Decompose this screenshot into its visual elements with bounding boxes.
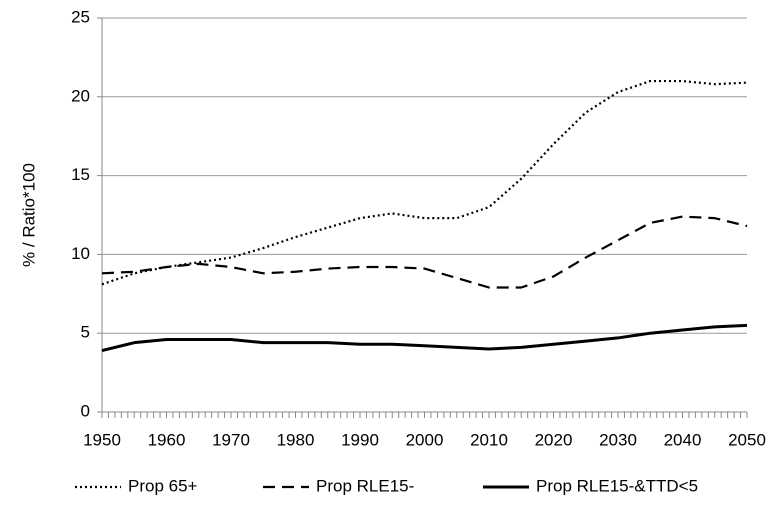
x-tick-label: 2030 [599,430,637,449]
line [101,323,748,352]
y-tick-label: 0 [81,401,90,420]
x-tick-label: 1990 [341,430,379,449]
legend-label: Prop RLE15-&TTD<5 [536,476,698,495]
line [101,79,748,286]
x-tick-label: 1970 [212,430,250,449]
x-tick-label: 1980 [277,430,315,449]
x-tick-label: 1960 [148,430,186,449]
x-tick-label: 1950 [83,430,121,449]
y-tick-label: 20 [71,86,90,105]
y-tick-label: 5 [81,323,90,342]
x-tick-label: 2010 [470,430,508,449]
y-tick-label: 25 [71,7,90,26]
x-tick-label: 2050 [728,430,766,449]
y-axis-label: % / Ratio*100 [19,163,38,267]
y-tick-label: 10 [71,244,90,263]
line [101,215,748,289]
x-tick-label: 2020 [535,430,573,449]
x-tick-label: 2000 [406,430,444,449]
y-tick-label: 15 [71,165,90,184]
legend-label: Prop RLE15- [316,476,414,495]
legend-label: Prop 65+ [128,476,198,495]
x-tick-label: 2040 [664,430,702,449]
